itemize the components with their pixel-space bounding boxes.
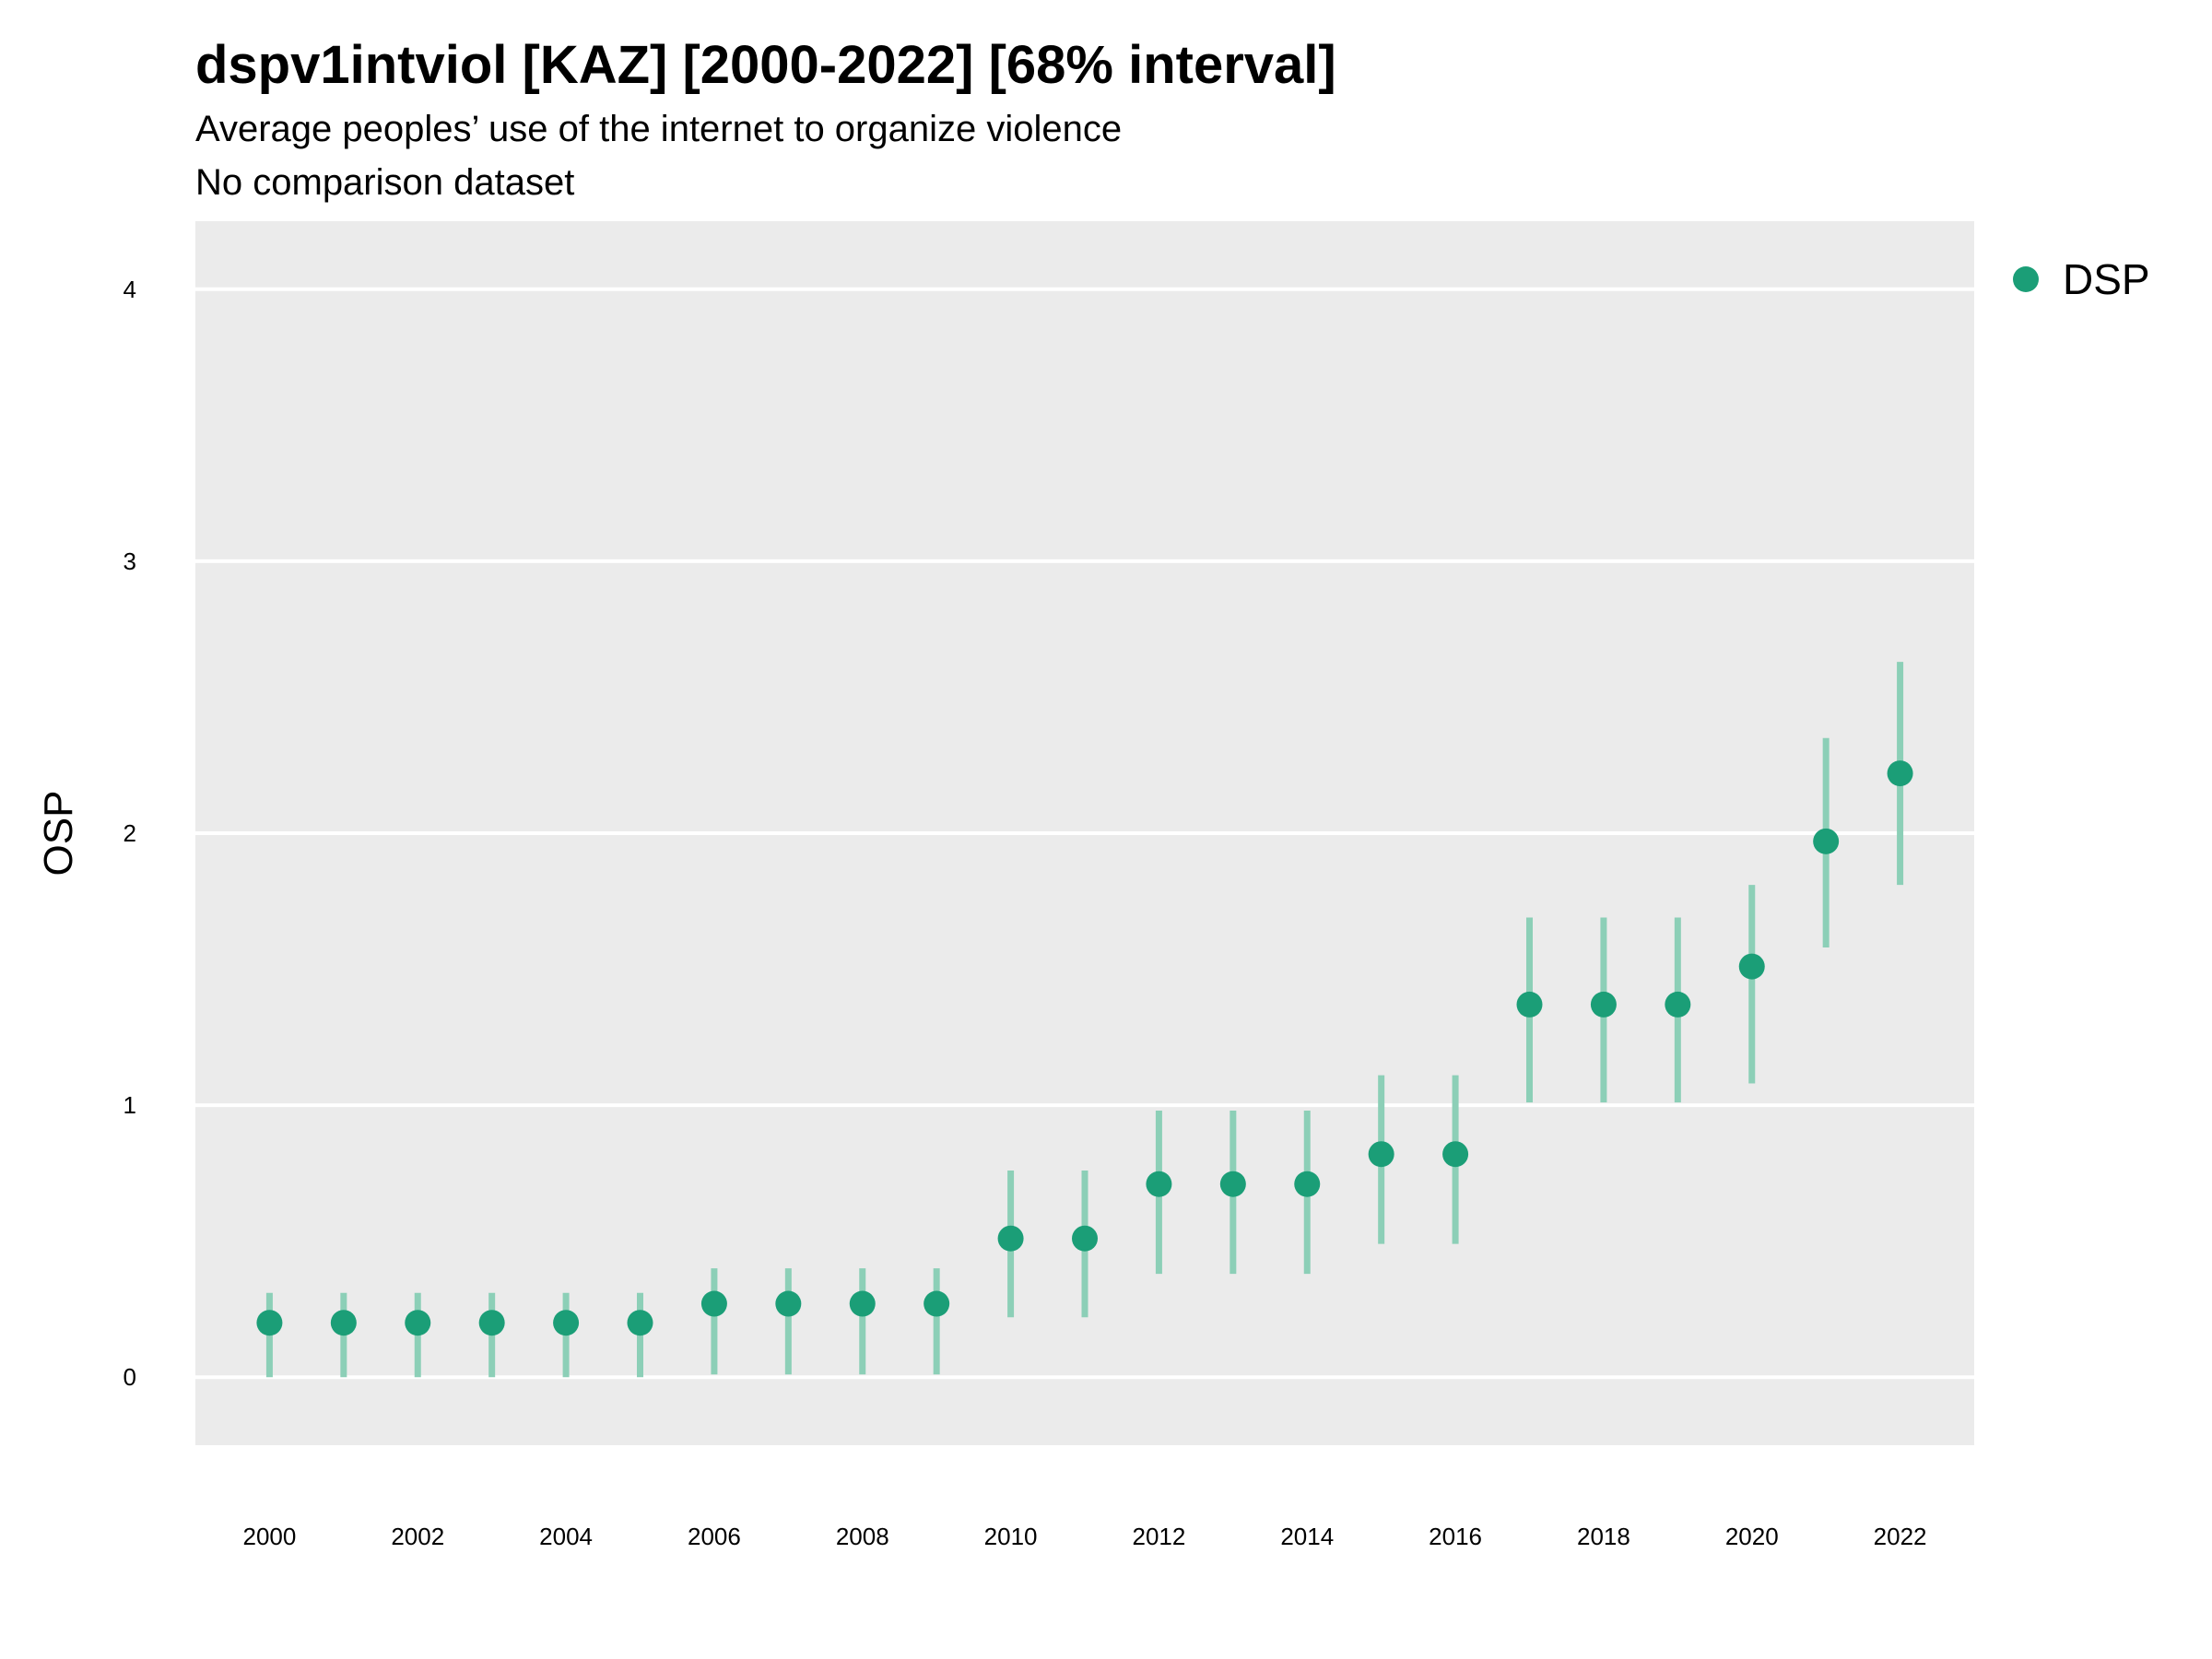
chart-title: dspv1intviol [KAZ] [2000-2022] [68% inte… [195, 35, 1336, 95]
x-axis-ticks: 2000 2002 2004 2006 2008 2010 2012 2014 2016 2018… [242, 1523, 1926, 1550]
x-tick-label: 2004 [539, 1523, 593, 1550]
data-point [1665, 991, 1691, 1018]
data-point [405, 1310, 431, 1336]
x-tick-label: 2018 [1577, 1523, 1630, 1550]
y-tick-label: 0 [124, 1363, 136, 1391]
x-tick-label: 2006 [688, 1523, 741, 1550]
x-tick-label: 2000 [242, 1523, 296, 1550]
y-tick-label: 4 [124, 276, 136, 303]
data-point [1072, 1225, 1098, 1252]
y-tick-label: 3 [124, 547, 136, 575]
legend: DSP [2013, 255, 2150, 303]
data-point [1442, 1141, 1469, 1168]
x-tick-label: 2010 [984, 1523, 1038, 1550]
chart-subtitle: Average peoples’ use of the internet to … [195, 109, 1123, 149]
x-tick-label: 2002 [391, 1523, 444, 1550]
data-point [1887, 760, 1913, 787]
data-point [1368, 1141, 1394, 1168]
y-tick-label: 1 [124, 1091, 136, 1119]
data-points [256, 760, 1913, 1336]
data-point [1813, 828, 1840, 854]
y-axis-ticks: 0 1 2 3 4 [124, 276, 136, 1391]
data-point [924, 1290, 950, 1317]
x-tick-label: 2022 [1874, 1523, 1927, 1550]
data-point [997, 1225, 1024, 1252]
data-point [1738, 953, 1765, 980]
x-tick-label: 2014 [1280, 1523, 1334, 1550]
data-point [478, 1310, 505, 1336]
data-point [330, 1310, 357, 1336]
grid-lines [195, 287, 1974, 1380]
data-point [1516, 991, 1543, 1018]
data-point [1590, 991, 1617, 1018]
x-tick-label: 2012 [1132, 1523, 1185, 1550]
data-point [1294, 1171, 1321, 1197]
data-point [700, 1290, 727, 1317]
data-point [627, 1310, 653, 1336]
data-point [849, 1290, 876, 1317]
x-tick-label: 2016 [1429, 1523, 1482, 1550]
chart-subtitle-comparison: No comparison dataset [195, 162, 575, 203]
legend-marker [2013, 266, 2039, 292]
data-point [553, 1310, 580, 1336]
data-point [775, 1290, 802, 1317]
data-point [1219, 1171, 1246, 1197]
x-tick-label: 2008 [836, 1523, 889, 1550]
y-axis-label: OSP [36, 791, 81, 877]
y-tick-label: 2 [124, 819, 136, 847]
data-point [256, 1310, 283, 1336]
data-point [1146, 1171, 1172, 1197]
x-tick-label: 2020 [1725, 1523, 1779, 1550]
legend-label: DSP [2063, 255, 2150, 303]
